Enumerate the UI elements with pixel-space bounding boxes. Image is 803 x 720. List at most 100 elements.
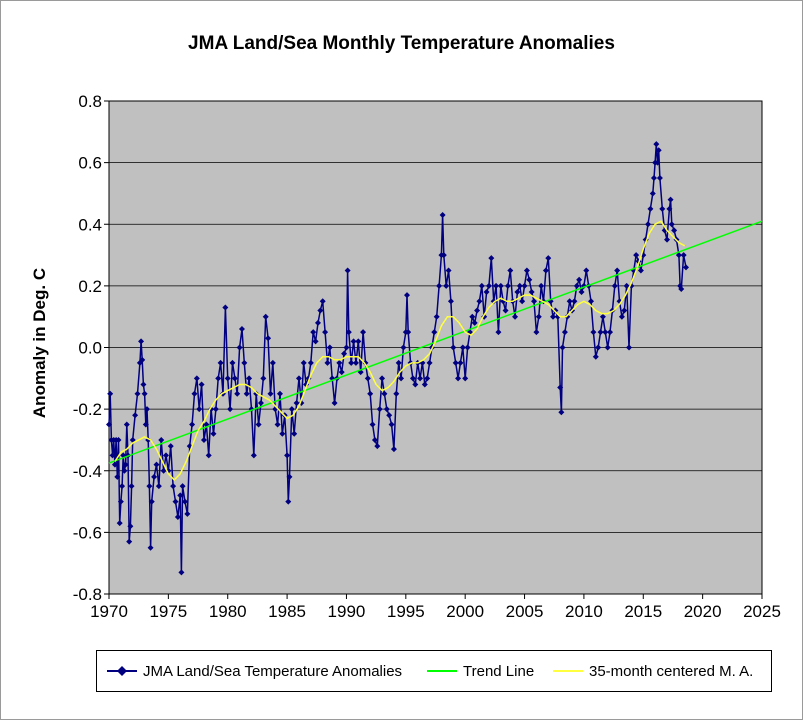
y-tick-label: -0.6 xyxy=(73,523,102,542)
chart-title: JMA Land/Sea Monthly Temperature Anomali… xyxy=(188,33,615,54)
anomaly-point xyxy=(257,399,264,406)
anomaly-point xyxy=(457,359,464,366)
anomaly-point xyxy=(153,461,160,468)
anomaly-point xyxy=(564,313,571,320)
anomaly-point xyxy=(229,359,236,366)
anomaly-point xyxy=(455,375,462,382)
anomaly-point xyxy=(210,430,217,437)
anomaly-point xyxy=(675,252,682,259)
legend-label-trend: Trend Line xyxy=(463,662,535,680)
x-tick-label: 2000 xyxy=(446,602,484,621)
anomaly-point xyxy=(231,375,238,382)
anomaly-point xyxy=(310,329,317,336)
anomaly-point xyxy=(139,356,146,363)
anomaly-point xyxy=(250,452,257,459)
anomaly-point xyxy=(369,421,376,428)
anomaly-point xyxy=(128,483,135,490)
anomaly-point xyxy=(398,375,405,382)
anomaly-point xyxy=(343,344,350,351)
anomaly-point xyxy=(134,390,141,397)
anomaly-point xyxy=(111,461,118,468)
x-tick-label: 1995 xyxy=(387,602,425,621)
anomaly-point xyxy=(521,282,528,289)
anomaly-point xyxy=(141,390,148,397)
anomaly-point xyxy=(371,436,378,443)
anomaly-point xyxy=(578,289,585,296)
anomaly-point xyxy=(683,264,690,271)
anomaly-point xyxy=(147,544,154,551)
anomaly-point xyxy=(200,436,207,443)
x-tick-label: 2015 xyxy=(624,602,662,621)
anomaly-point xyxy=(647,205,654,212)
anomaly-point xyxy=(485,282,492,289)
anomaly-point xyxy=(604,344,611,351)
x-tick-label: 1990 xyxy=(328,602,366,621)
anomaly-point xyxy=(119,483,126,490)
anomaly-point xyxy=(386,412,393,419)
anomaly-point xyxy=(649,190,656,197)
anomaly-point xyxy=(666,205,673,212)
legend-item-trend: Trend Line xyxy=(427,651,534,691)
anomaly-point xyxy=(439,212,446,219)
anomaly-point xyxy=(265,335,272,342)
anomaly-point xyxy=(295,375,302,382)
anomaly-point xyxy=(355,338,362,345)
anomaly-point xyxy=(502,307,509,314)
legend-item-moving-average: 35-month centered M. A. xyxy=(553,651,753,691)
anomaly-point xyxy=(561,329,568,336)
anomaly-point xyxy=(160,467,167,474)
anomaly-point xyxy=(234,390,241,397)
anomaly-point xyxy=(121,467,128,474)
anomaly-point xyxy=(514,289,521,296)
anomaly-point xyxy=(379,375,386,382)
anomaly-point xyxy=(114,473,121,480)
anomaly-point xyxy=(602,329,609,336)
anomaly-point xyxy=(409,375,416,382)
y-tick-label: 0.8 xyxy=(78,92,102,111)
anomaly-point xyxy=(167,443,174,450)
y-tick-label: -0.8 xyxy=(73,585,102,604)
anomaly-point xyxy=(140,381,147,388)
anomaly-point xyxy=(364,375,371,382)
anomaly-point xyxy=(344,267,351,274)
anomaly-point xyxy=(336,359,343,366)
anomaly-point xyxy=(138,338,145,345)
plot-border xyxy=(108,100,763,595)
anomaly-point xyxy=(331,399,338,406)
anomaly-point xyxy=(352,359,359,366)
anomaly-point xyxy=(464,344,471,351)
anomaly-point xyxy=(607,329,614,336)
anomaly-point xyxy=(322,329,329,336)
legend-swatch-anomalies xyxy=(107,666,137,676)
x-tick-label: 2020 xyxy=(684,602,722,621)
anomaly-point xyxy=(495,329,502,336)
anomaly-point xyxy=(246,375,253,382)
anomaly-point xyxy=(557,384,564,391)
anomaly-point xyxy=(542,267,549,274)
anomaly-point xyxy=(528,289,535,296)
anomaly-point xyxy=(476,298,483,305)
anomaly-point xyxy=(571,298,578,305)
anomaly-point xyxy=(350,338,357,345)
anomaly-point xyxy=(179,483,186,490)
anomaly-point xyxy=(535,313,542,320)
legend: JMA Land/Sea Temperature Anomalies Trend… xyxy=(96,650,772,692)
anomaly-point xyxy=(362,359,369,366)
anomaly-point xyxy=(381,390,388,397)
anomaly-point xyxy=(519,298,526,305)
anomaly-point xyxy=(117,498,124,505)
anomaly-point xyxy=(474,307,481,314)
anomaly-point xyxy=(374,443,381,450)
anomaly-point xyxy=(592,353,599,360)
anomaly-point xyxy=(293,399,300,406)
anomaly-point xyxy=(504,282,511,289)
anomaly-point xyxy=(269,359,276,366)
anomaly-point xyxy=(276,390,283,397)
anomaly-point xyxy=(655,147,662,154)
anomaly-point xyxy=(550,313,557,320)
y-tick-label: -0.2 xyxy=(73,400,102,419)
anomaly-point xyxy=(284,452,291,459)
anomaly-point xyxy=(143,406,150,413)
anomaly-point xyxy=(148,498,155,505)
